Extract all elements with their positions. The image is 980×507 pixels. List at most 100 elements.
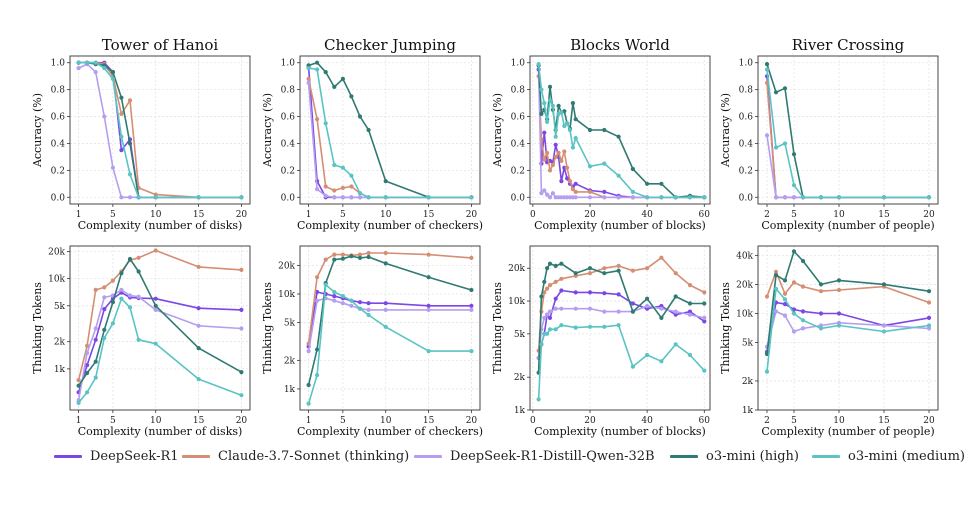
data-point-claude-3-7-sonnet-thinking: [332, 252, 337, 257]
data-point-o3-mini-high: [587, 266, 593, 271]
data-point-o3-mini-high: [773, 90, 779, 95]
data-point-o3-mini-medium: [702, 195, 707, 200]
data-point-deepseek-r1-distill-qwen-32b: [340, 195, 345, 200]
data-point-deepseek-r1: [547, 315, 553, 320]
x-tick-label: 15: [423, 210, 435, 220]
data-point-deepseek-r1-distill-qwen-32b: [545, 312, 550, 317]
x-tick-label: 10: [833, 210, 845, 220]
axes-frame: [529, 55, 711, 205]
y-tick-label: 0.6: [739, 113, 754, 123]
data-point-o3-mini-medium: [93, 60, 98, 65]
data-point-o3-mini-medium: [366, 195, 371, 200]
data-point-deepseek-r1-distill-qwen-32b: [630, 195, 636, 200]
x-axis-label: Complexity (number of disks): [78, 219, 243, 232]
x-tick-label: 10: [150, 210, 162, 220]
y-tick-label: 20k: [48, 247, 65, 257]
data-point-o3-mini-medium: [547, 327, 553, 332]
data-point-deepseek-r1-distill-qwen-32b: [366, 307, 371, 312]
data-point-claude-3-7-sonnet-thinking: [85, 343, 90, 348]
data-point-deepseek-r1: [85, 363, 90, 368]
data-point-claude-3-7-sonnet-thinking: [239, 267, 244, 272]
data-point-o3-mini-high: [323, 70, 328, 75]
data-point-deepseek-r1: [357, 300, 363, 305]
data-point-o3-mini-medium: [645, 195, 650, 200]
data-point-claude-3-7-sonnet-thinking: [340, 252, 345, 257]
data-point-o3-mini-medium: [818, 195, 824, 200]
data-point-o3-mini-medium: [764, 369, 770, 374]
data-point-claude-3-7-sonnet-thinking: [127, 98, 133, 103]
data-point-claude-3-7-sonnet-thinking: [573, 189, 578, 194]
y-tick-label: 20k: [736, 280, 753, 290]
data-point-claude-3-7-sonnet-thinking: [687, 283, 693, 288]
legend-item-distill: DeepSeek-R1-Distill-Qwen-32B: [414, 447, 655, 465]
data-point-o3-mini-high: [881, 282, 887, 287]
data-point-o3-mini-high: [702, 301, 707, 306]
data-point-claude-3-7-sonnet-thinking: [349, 184, 354, 189]
y-tick-label: 0.4: [511, 139, 526, 149]
data-point-deepseek-r1-distill-qwen-32b: [587, 306, 593, 311]
data-point-o3-mini-medium: [881, 195, 887, 200]
x-tick-label: 2: [764, 416, 770, 426]
data-point-deepseek-r1: [573, 181, 578, 186]
x-tick-label: 20: [923, 416, 935, 426]
x-tick-label: 60: [699, 416, 711, 426]
data-point-claude-3-7-sonnet-thinking: [616, 263, 621, 268]
data-point-deepseek-r1-distill-qwen-32b: [340, 301, 345, 306]
data-point-o3-mini-medium: [659, 359, 664, 364]
y-tick-label: 1k: [514, 406, 526, 416]
data-point-o3-mini-high: [110, 300, 115, 305]
data-point-o3-mini-medium: [587, 164, 593, 169]
plot-area: [70, 56, 250, 204]
data-point-o3-mini-high: [127, 256, 133, 262]
legend-label: DeepSeek-R1-Distill-Qwen-32B: [450, 448, 655, 464]
x-axis-label: Complexity (number of people): [761, 425, 934, 438]
data-point-deepseek-r1-distill-qwen-32b: [782, 313, 788, 318]
data-point-o3-mini-high: [196, 346, 201, 351]
data-point-o3-mini-medium: [782, 297, 788, 302]
data-point-o3-mini-medium: [659, 195, 664, 200]
y-axis-label: Accuracy (%): [491, 93, 504, 168]
x-tick-label: 0: [530, 416, 536, 426]
data-point-o3-mini-medium: [836, 323, 842, 328]
axes-frame: [299, 245, 481, 411]
data-point-deepseek-r1-distill-qwen-32b: [573, 195, 578, 200]
data-point-deepseek-r1-distill-qwen-32b: [545, 192, 550, 197]
data-point-o3-mini-medium: [469, 195, 474, 200]
legend-label: o3-mini (medium): [848, 448, 965, 464]
y-tick-label: 10k: [278, 290, 295, 300]
data-point-deepseek-r1-distill-qwen-32b: [587, 195, 593, 200]
data-point-o3-mini-medium: [315, 373, 320, 378]
data-point-o3-mini-medium: [782, 141, 788, 146]
data-point-claude-3-7-sonnet-thinking: [332, 188, 337, 193]
data-point-deepseek-r1-distill-qwen-32b: [791, 195, 797, 200]
data-point-o3-mini-medium: [127, 172, 133, 177]
data-point-deepseek-r1-distill-qwen-32b: [85, 350, 90, 356]
data-point-o3-mini-high: [764, 62, 770, 67]
data-point-o3-mini-high: [673, 294, 678, 299]
data-point-o3-mini-medium: [340, 294, 345, 299]
x-tick-label: 1: [76, 416, 82, 426]
data-point-deepseek-r1: [800, 309, 806, 314]
data-point-claude-3-7-sonnet-thinking: [383, 250, 388, 256]
y-tick-label: 0.6: [51, 113, 66, 123]
data-point-o3-mini-medium: [818, 326, 824, 331]
data-point-o3-mini-medium: [881, 329, 887, 334]
data-point-o3-mini-high: [570, 101, 576, 106]
x-axis-label: Complexity (number of blocks): [534, 425, 706, 438]
data-point-o3-mini-high: [366, 254, 371, 260]
legend-swatch-o3-high: [670, 454, 698, 458]
data-point-claude-3-7-sonnet-thinking: [469, 255, 474, 260]
data-point-deepseek-r1: [818, 311, 824, 316]
data-point-claude-3-7-sonnet-thinking: [76, 378, 81, 383]
data-point-o3-mini-high: [136, 269, 141, 274]
x-tick-label: 15: [193, 210, 205, 220]
data-point-o3-mini-medium: [119, 134, 124, 139]
x-tick-label: 20: [236, 416, 248, 426]
data-point-claude-3-7-sonnet-thinking: [315, 117, 320, 122]
data-point-o3-mini-medium: [836, 195, 842, 200]
plot-area: [300, 246, 480, 410]
data-point-o3-mini-high: [127, 141, 133, 146]
data-point-deepseek-r1-distill-qwen-32b: [542, 315, 547, 320]
y-tick-label: 0.4: [739, 139, 754, 149]
data-point-deepseek-r1: [587, 290, 593, 295]
